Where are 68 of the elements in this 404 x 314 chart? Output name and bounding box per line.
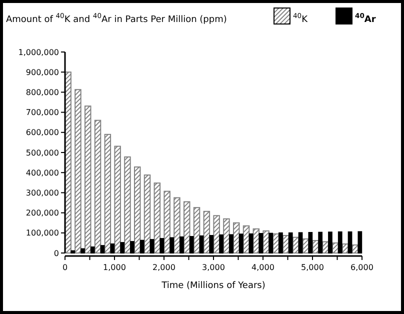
legend-label: $^{40}$K bbox=[293, 12, 309, 25]
bar bbox=[229, 234, 234, 254]
y-tick-label: 500,000 bbox=[26, 148, 59, 158]
bar bbox=[140, 240, 144, 254]
bar bbox=[120, 242, 125, 254]
bar bbox=[308, 232, 313, 254]
x-tick-label: 1,000 bbox=[103, 263, 126, 272]
x-tick-label: 5,000 bbox=[301, 263, 324, 272]
bar bbox=[278, 232, 283, 254]
bar bbox=[164, 190, 170, 254]
bar bbox=[288, 232, 293, 254]
x-tick-label: 0 bbox=[62, 263, 68, 272]
bar bbox=[90, 246, 95, 254]
bar bbox=[328, 232, 332, 254]
y-tick-label: 600,000 bbox=[26, 128, 59, 138]
bar bbox=[114, 146, 121, 254]
bar bbox=[248, 233, 254, 254]
bar bbox=[189, 236, 194, 254]
bar bbox=[209, 235, 214, 254]
y-tick-label: 100,000 bbox=[26, 228, 59, 238]
bar bbox=[213, 215, 220, 254]
bar bbox=[193, 207, 200, 254]
x-tick-label: 2,000 bbox=[152, 263, 176, 272]
bar bbox=[170, 237, 174, 254]
bar bbox=[223, 218, 230, 254]
bar bbox=[80, 248, 85, 254]
x-axis-title: Time (Millions of Years) bbox=[160, 281, 266, 291]
bar bbox=[338, 231, 342, 254]
bar bbox=[74, 89, 82, 254]
chart-title: Amount of $^{40}$K and $^{40}$Ar in Parts Per Million (ppm) bbox=[6, 12, 227, 25]
bar bbox=[130, 241, 134, 254]
bar bbox=[203, 210, 210, 254]
x-tick-label: 3,000 bbox=[202, 263, 225, 272]
bar bbox=[150, 239, 154, 254]
bar bbox=[84, 106, 92, 254]
bar bbox=[134, 166, 141, 254]
bar bbox=[174, 197, 180, 254]
bar bbox=[298, 232, 303, 254]
y-tick-label: 300,000 bbox=[26, 188, 59, 198]
bar bbox=[104, 134, 112, 254]
bar bbox=[154, 182, 161, 254]
y-tick-label: 800,000 bbox=[26, 88, 59, 97]
bar bbox=[258, 233, 264, 254]
bar bbox=[318, 232, 323, 254]
y-tick-label: 1,000,000 bbox=[18, 48, 59, 57]
bar bbox=[144, 174, 151, 254]
bar bbox=[110, 243, 115, 254]
bar bbox=[70, 250, 76, 254]
bar bbox=[199, 235, 204, 254]
bar bbox=[348, 231, 352, 254]
y-tick-label: 0 bbox=[54, 248, 59, 258]
bar bbox=[180, 236, 184, 254]
bar bbox=[184, 201, 190, 254]
bar bbox=[238, 234, 244, 254]
bar bbox=[160, 238, 164, 254]
legend-label: $^{40}$Ar bbox=[355, 12, 376, 25]
x-tick-label: 6,000 bbox=[350, 263, 374, 272]
bar bbox=[100, 245, 105, 254]
y-tick-label: 900,000 bbox=[26, 68, 59, 77]
y-tick-label: 400,000 bbox=[26, 168, 59, 178]
bar bbox=[124, 156, 131, 254]
x-tick-label: 4,000 bbox=[252, 263, 274, 272]
y-tick-label: 200,000 bbox=[26, 208, 59, 218]
bar bbox=[219, 234, 224, 254]
bar bbox=[94, 120, 102, 254]
bar bbox=[358, 231, 362, 254]
y-tick-label: 700,000 bbox=[26, 108, 59, 118]
bar bbox=[268, 232, 274, 254]
